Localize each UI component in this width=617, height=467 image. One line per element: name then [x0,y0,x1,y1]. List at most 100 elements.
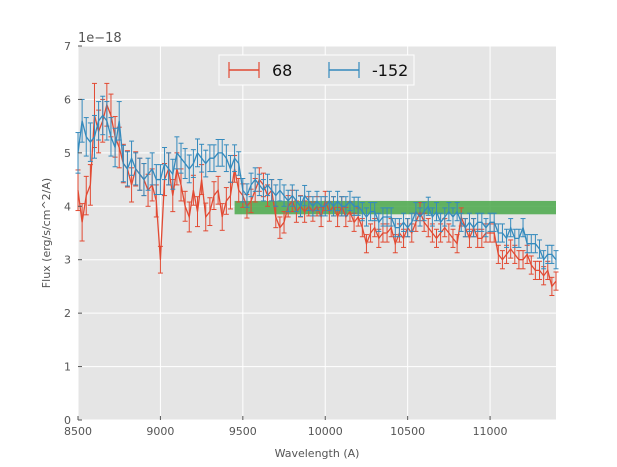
errorbar-1-24 [174,136,180,170]
legend-label-68: 68 [272,61,292,80]
errorbar-0-49 [277,216,283,239]
errorbar-0-31 [203,202,209,232]
errorbar-1-69 [359,202,365,222]
errorbar-1-26 [182,148,188,180]
errorbar-1-81 [409,212,415,232]
errorbar-1-55 [302,184,308,207]
errorbar-1-9 [112,127,118,168]
errorbar-1-42 [248,172,254,198]
errorbar-1-40 [240,178,246,203]
errorbar-1-47 [269,179,275,202]
errorbar-1-48 [273,184,279,207]
plot-background [78,46,556,420]
errorbar-0-1 [79,203,85,242]
errorbar-0-35 [219,203,225,231]
errorbar-1-30 [199,143,205,173]
errorbar-1-20 [157,164,163,196]
band-layer [234,200,556,215]
errorbar-0-29 [195,196,200,228]
errorbar-1-108 [520,218,526,238]
errorbar-1-39 [236,151,242,176]
y-tick-label-4: 4 [64,200,71,213]
errorbar-1-22 [166,152,172,186]
x-tick-label-1: 9000 [146,425,174,438]
errorbar-1-7 [104,101,110,141]
errorbar-0-115 [549,276,555,297]
y-offset-label: 1e−18 [78,31,122,46]
errorbar-1-87 [434,202,439,222]
errorbar-1-44 [256,173,262,197]
errorbar-1-65 [343,196,349,217]
errorbar-1-62 [330,196,336,217]
errorbar-1-72 [372,202,378,222]
errorbar-1-101 [491,212,497,232]
y-ticks: 0 1 2 3 4 5 6 7 [64,40,82,427]
errorbar-0-108 [520,250,526,270]
errorbar-1-98 [479,212,485,232]
errorbar-1-5 [96,101,102,141]
errorbar-1-104 [504,228,510,248]
errorbar-0-92 [454,234,460,254]
errorbar-1-54 [298,195,304,217]
errorbar-0-87 [434,228,439,248]
errorbar-1-28 [190,149,196,178]
errorbar-1-116 [553,250,559,270]
errorbar-1-31 [203,149,209,178]
errorbar-0-20 [157,245,163,274]
errorbar-1-90 [446,202,452,222]
errorbar-1-56 [306,190,312,212]
x-axis-label: Wavelength (A) [275,447,360,460]
y-tick-label-1: 1 [64,361,71,374]
errorbar-1-36 [223,144,229,173]
errorbar-1-99 [483,218,489,238]
shaded-band [234,200,556,215]
errorbar-1-88 [438,212,444,232]
y-tick-label-6: 6 [64,93,71,106]
errorbar-1-49 [277,179,283,202]
errorbar-1-23 [170,158,176,190]
errorbar-1-43 [252,167,258,192]
y-tick-label-3: 3 [64,254,71,267]
series-layer [75,82,559,297]
errorbar-1-73 [376,212,382,232]
errorbar-1-93 [458,212,464,232]
errorbar-1-103 [499,223,505,243]
errorbar-1-14 [133,152,139,186]
errorbar-1-16 [141,163,147,197]
y-tick-label-0: 0 [64,414,71,427]
errorbar-1-25 [178,142,184,174]
errorbar-1-4 [91,114,97,159]
y-tick-label-5: 5 [64,147,71,160]
legend-entry-68: 68 [228,61,292,80]
errorbar-0-26 [182,190,188,222]
errorbar-1-52 [289,184,295,207]
errorbar-0-105 [508,239,514,259]
errorbar-1-38 [232,144,238,173]
errorbar-0-34 [215,175,221,205]
errorbar-1-94 [462,218,468,238]
errorbar-1-91 [450,207,456,227]
errorbar-1-10 [116,101,122,141]
x-tick-label-4: 10500 [390,425,425,438]
errorbar-0-103 [499,250,505,270]
errorbar-0-112 [537,260,543,280]
errorbar-1-13 [129,140,135,176]
errorbar-0-71 [368,223,374,243]
errorbar-1-61 [326,190,332,212]
x-tick-label-2: 9500 [229,425,257,438]
errorbar-1-27 [186,154,192,184]
errorbar-1-46 [265,173,271,197]
errorbar-1-105 [508,218,514,238]
errorbar-0-116 [553,271,559,291]
errorbar-1-84 [421,202,427,222]
errorbar-1-112 [537,239,543,259]
errorbar-1-29 [195,138,200,168]
errorbar-1-111 [532,234,538,254]
errorbar-0-85 [425,218,431,238]
errorbar-1-51 [285,189,291,213]
errorbar-1-60 [322,196,328,217]
x-ticks: 8500 9000 9500 10000 10500 11000 [64,416,508,438]
errorbar-1-79 [401,212,407,232]
errorbar-0-91 [450,228,456,248]
x-tick-label-5: 11000 [473,425,508,438]
